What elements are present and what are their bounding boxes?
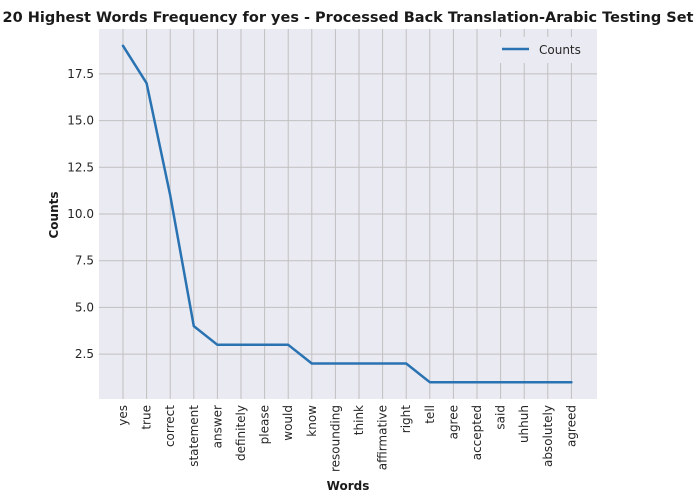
x-tick-label: agreed bbox=[564, 405, 578, 447]
x-tick-label: answer bbox=[210, 405, 224, 448]
y-axis-ticks: 2.5 5.0 7.5 10.0 12.5 15.0 17.5 bbox=[67, 67, 94, 361]
x-tick-label: affirmative bbox=[376, 405, 390, 470]
y-tick-label: 10.0 bbox=[67, 207, 94, 221]
legend: Counts bbox=[494, 37, 590, 63]
y-axis-label: Counts bbox=[47, 191, 61, 238]
x-tick-label: right bbox=[399, 405, 413, 433]
x-tick-label: said bbox=[494, 405, 508, 430]
chart-title: 20 Highest Words Frequency for yes - Pro… bbox=[3, 10, 694, 26]
x-tick-label: correct bbox=[163, 405, 177, 447]
x-tick-label: absolutely bbox=[541, 405, 555, 467]
series-line-0 bbox=[121, 44, 573, 384]
y-tick-label: 17.5 bbox=[67, 67, 94, 81]
x-tick-label: think bbox=[352, 405, 366, 435]
y-tick-label: 7.5 bbox=[75, 254, 94, 268]
x-tick-label: would bbox=[281, 405, 295, 441]
x-tick-label: resounding bbox=[328, 405, 342, 472]
x-tick-label: definitely bbox=[234, 405, 248, 461]
series-group bbox=[121, 44, 573, 384]
x-tick-label: tell bbox=[423, 405, 437, 424]
y-tick-label: 5.0 bbox=[75, 300, 94, 314]
x-tick-label: true bbox=[140, 405, 154, 430]
legend-label: Counts bbox=[539, 43, 581, 57]
x-tick-label: please bbox=[258, 405, 272, 444]
x-tick-label: accepted bbox=[470, 405, 484, 460]
y-tick-label: 12.5 bbox=[67, 160, 94, 174]
x-tick-label: agree bbox=[446, 405, 460, 439]
y-tick-label: 2.5 bbox=[75, 347, 94, 361]
x-tick-label: know bbox=[305, 405, 319, 437]
x-axis-ticks: yes true correct statement answer definitely p… bbox=[116, 405, 578, 472]
y-tick-label: 15.0 bbox=[67, 114, 94, 128]
x-tick-label: uhhuh bbox=[517, 405, 531, 443]
x-axis-label: Words bbox=[327, 479, 370, 493]
x-tick-label: statement bbox=[187, 405, 201, 467]
x-tick-label: yes bbox=[116, 405, 130, 426]
